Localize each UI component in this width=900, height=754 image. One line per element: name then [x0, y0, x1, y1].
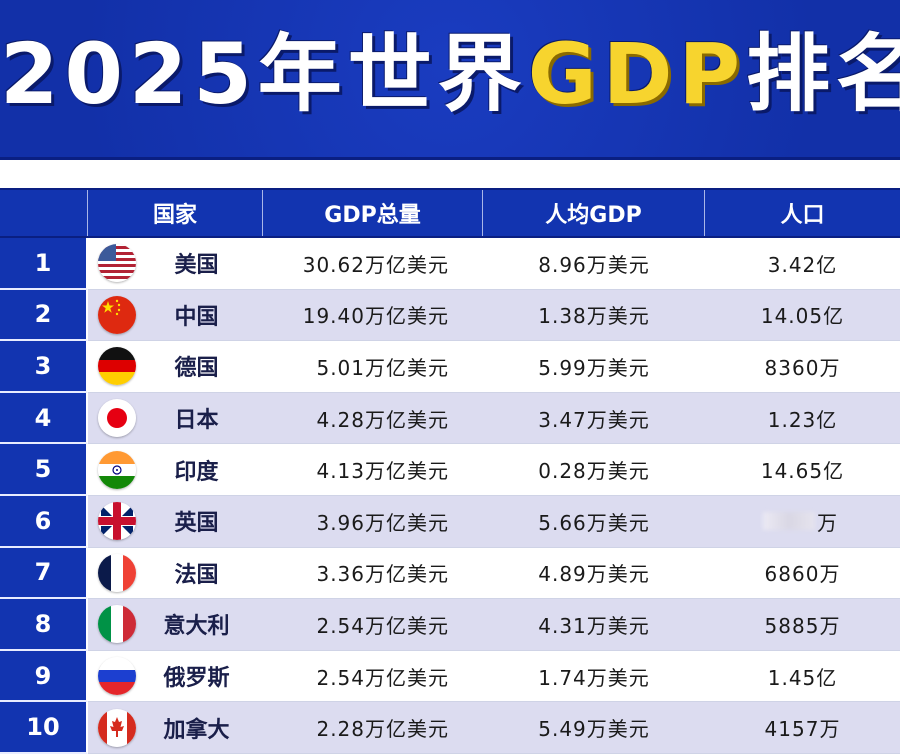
gdp-per-capita-cell: 4.31万美元: [538, 613, 650, 638]
gdp-total-cell: 19.40万亿美元: [302, 304, 449, 329]
gdp-per-capita-cell: 5.66万美元: [538, 510, 650, 535]
country-cell: 意大利: [88, 599, 263, 650]
country-name: 美国: [174, 253, 219, 279]
gdp-total-cell: 4.13万亿美元: [316, 459, 449, 484]
gdp-total-cell: 5.01万亿美元: [316, 355, 449, 380]
population-cell: 6860万: [764, 562, 841, 587]
country-name: 俄罗斯: [163, 666, 230, 692]
country-cell: 俄罗斯: [88, 651, 263, 702]
country-name: 英国: [174, 511, 219, 537]
table-row: 8 意大利 2.54万亿美元 4.31万美元 5885万: [0, 599, 900, 651]
table-row: 4 日本 4.28万亿美元 3.47万美元 1.23亿: [0, 392, 900, 445]
gdp-total-cell: 3.36万亿美元: [316, 562, 449, 587]
gdp-total-cell: 2.54万亿美元: [316, 665, 449, 690]
gdp-per-capita-cell: 1.38万美元: [538, 304, 650, 329]
gdp-per-capita-cell: 5.99万美元: [538, 355, 650, 380]
title-suffix: 排名: [746, 25, 900, 123]
table-row: 1 美国 30.62万亿美元 8.96万美元 3.42亿: [0, 238, 900, 290]
gdp-total-cell: 2.54万亿美元: [316, 613, 449, 638]
usa-flag-icon: [98, 244, 136, 283]
rank-cell: 6: [0, 495, 88, 548]
header-gdp-total: GDP总量: [263, 190, 483, 236]
gdp-per-capita-cell: 1.74万美元: [538, 665, 650, 690]
title-prefix: 2025年世界: [0, 25, 528, 123]
gdp-total-cell: 2.28万亿美元: [316, 717, 449, 742]
country-name: 意大利: [163, 614, 230, 640]
china-flag-icon: [98, 295, 136, 334]
header-population: 人口: [780, 203, 825, 228]
table-row: 3 德国 5.01万亿美元 5.99万美元 8360万: [0, 341, 900, 393]
header-rank: [0, 190, 88, 236]
table-row: 5 印度 4.13万亿美元 0.28万美元 14.65亿: [0, 444, 900, 496]
gdp-total-cell: 3.96万亿美元: [316, 510, 449, 535]
header-gdp-per-capita: 人均GDP: [483, 190, 705, 236]
population-cell: 8360万: [764, 355, 841, 380]
country-cell: 德国: [88, 341, 263, 392]
country-name: 法国: [174, 562, 219, 588]
rank-cell: 8: [0, 599, 88, 651]
country-cell: 加拿大: [88, 702, 263, 753]
japan-flag-icon: [98, 399, 136, 438]
gdp-ranking-table: 国家 GDP总量 人均GDP 人口 1 美国 30.62万亿美元 8.96万美元…: [0, 188, 900, 754]
rank-cell: 3: [0, 341, 88, 393]
population-cell: 1.45亿: [767, 665, 838, 690]
population-cell: 14.65亿: [760, 459, 845, 484]
table-row: 7 法国 3.36万亿美元 4.89万美元 6860万: [0, 547, 900, 600]
rank-cell: 7: [0, 547, 88, 600]
italy-flag-icon: [98, 605, 136, 644]
title-highlight: GDP: [527, 25, 747, 123]
country-name: 日本: [174, 408, 219, 434]
gdp-per-capita-cell: 3.47万美元: [538, 407, 650, 432]
table-header: 国家 GDP总量 人均GDP 人口: [0, 188, 900, 238]
gdp-total-cell: 4.28万亿美元: [316, 407, 449, 432]
gdp-per-capita-cell: 4.89万美元: [538, 562, 650, 587]
population-cell: 3.42亿: [767, 252, 838, 277]
population-cell: 1.23亿: [767, 407, 838, 432]
germany-flag-icon: [98, 347, 136, 386]
table-row: 2 中国 19.40万亿美元 1.38万美元 14.05亿: [0, 289, 900, 342]
country-cell: 印度: [88, 444, 263, 495]
gdp-per-capita-cell: 8.96万美元: [538, 252, 650, 277]
title-banner: 2025年世界GDP排名: [0, 0, 900, 160]
canada-flag-icon: [98, 708, 136, 747]
country-cell: 法国: [88, 548, 263, 599]
page-title: 2025年世界GDP排名: [0, 24, 900, 124]
country-name: 加拿大: [163, 717, 230, 743]
rank-cell: 4: [0, 392, 88, 445]
rank-cell: 9: [0, 650, 88, 703]
country-name: 德国: [174, 356, 219, 382]
table-row: 10 加拿大 2.28万亿美元 5.49万美元 4157万: [0, 702, 900, 754]
gdp-per-capita-cell: 0.28万美元: [538, 459, 650, 484]
header-country: 国家: [88, 190, 263, 236]
table-row: 6 英国 3.96万亿美元 5.66万美元 万: [0, 495, 900, 548]
country-name: 中国: [174, 304, 219, 330]
country-cell: 英国: [88, 496, 263, 547]
rank-cell: 5: [0, 444, 88, 496]
country-cell: 中国: [88, 290, 263, 341]
population-cell: 万: [705, 496, 900, 547]
gdp-per-capita-cell: 5.49万美元: [538, 717, 650, 742]
country-cell: 日本: [88, 393, 263, 444]
india-flag-icon: [98, 450, 136, 489]
rank-cell: 2: [0, 289, 88, 342]
population-cell: 5885万: [764, 613, 841, 638]
population-cell: 4157万: [764, 717, 841, 742]
country-name: 印度: [174, 459, 219, 485]
uk-flag-icon: [98, 502, 136, 541]
obscured-value: [763, 512, 815, 531]
rank-cell: 1: [0, 238, 88, 290]
gdp-total-cell: 30.62万亿美元: [302, 252, 449, 277]
table-row: 9 俄罗斯 2.54万亿美元 1.74万美元 1.45亿: [0, 650, 900, 703]
rank-cell: 10: [0, 702, 88, 754]
population-cell: 14.05亿: [760, 304, 845, 329]
france-flag-icon: [98, 553, 136, 592]
table-body: 1 美国 30.62万亿美元 8.96万美元 3.42亿 2 中国 19.40万…: [0, 238, 900, 754]
country-cell: 美国: [88, 238, 263, 289]
russia-flag-icon: [98, 657, 136, 696]
